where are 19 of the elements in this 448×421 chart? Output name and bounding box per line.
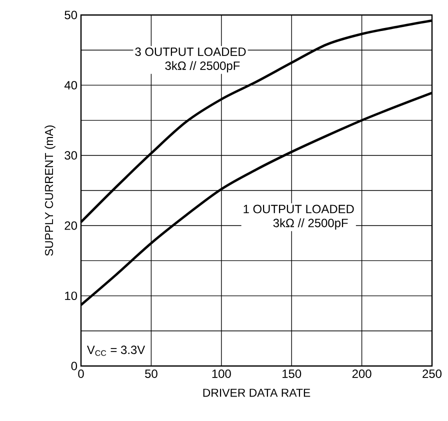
text: 1 OUTPUT LOADED xyxy=(244,204,354,214)
y-tick-label: 40 xyxy=(64,80,78,90)
x-tick-label: 100 xyxy=(212,370,231,378)
annotation: 3kΩ // 2500pF xyxy=(273,218,348,230)
y-tick-label: 10 xyxy=(65,292,78,300)
y-tick-label: 20 xyxy=(64,221,78,230)
x-tick-label: 250 xyxy=(422,370,442,378)
text: 3 OUTPUT LOADED xyxy=(135,48,246,56)
x-tick-label: 200 xyxy=(352,370,372,378)
y-axis-title: SUPPLY CURRENT (mA) xyxy=(44,125,56,256)
x-tick-label: 150 xyxy=(282,370,302,378)
y-tick-label: 30 xyxy=(64,151,78,160)
x-tick-label: 50 xyxy=(145,370,158,378)
annotation: V$_{CC}$ = 3.3V xyxy=(86,346,146,356)
y-tick-label: 0 xyxy=(71,362,78,370)
x-tick-label: 0 xyxy=(78,370,84,378)
annotation: 3kΩ // 2500pF xyxy=(165,61,240,72)
y-tick-label: 50 xyxy=(64,10,78,20)
x-axis-title: DRIVER DATA RATE xyxy=(203,388,310,397)
